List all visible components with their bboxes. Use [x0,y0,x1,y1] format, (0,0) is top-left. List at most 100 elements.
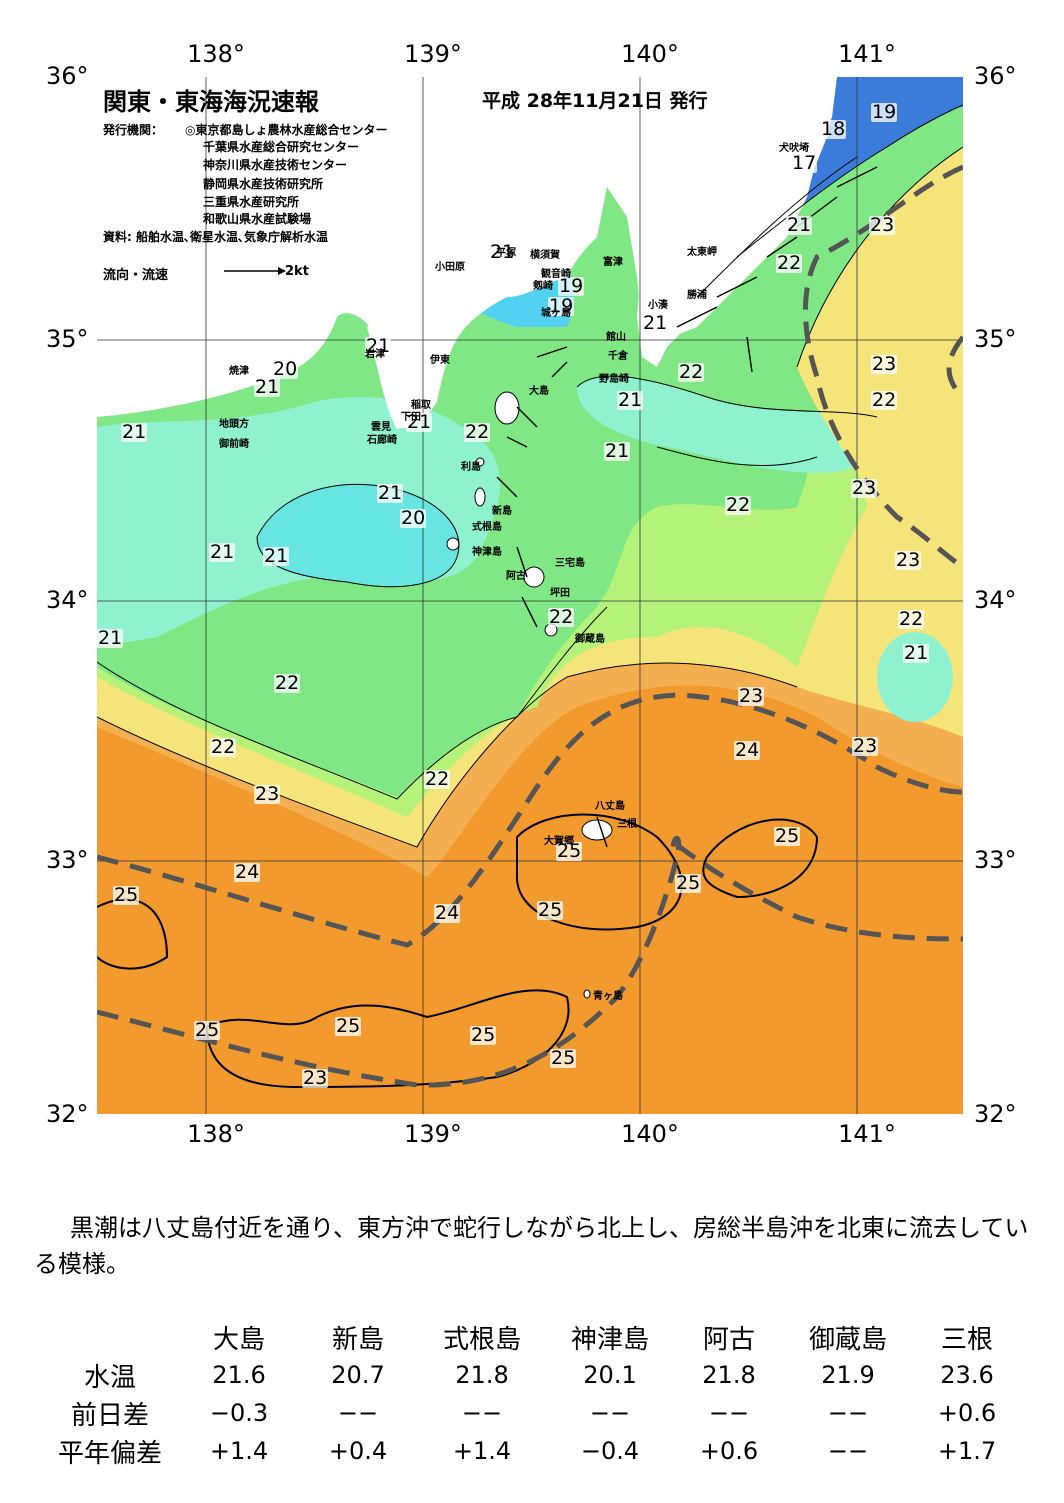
map-title: 関東・東海海況速報 [103,88,319,116]
temp-label: 22 [776,252,803,274]
temp-label: 21 [642,312,669,334]
temp-label: 21 [209,541,236,563]
temp-label: 20 [272,358,299,380]
temp-label: 21 [617,389,644,411]
table-cell: 21.9 [821,1361,875,1389]
temp-label: 25 [675,872,702,894]
table-cell: 21.8 [702,1361,756,1389]
current-legend-scale: 2kt [285,264,309,279]
table-cell: −− [827,1437,869,1465]
lat-label-right-34: 34° [974,586,1017,614]
place-name: 富津 [603,257,623,268]
agency-label: 発行機関： [103,123,164,137]
place-name: 神津島 [472,547,502,558]
lat-label-left-33: 33° [46,846,89,874]
temp-label: 22 [274,672,301,694]
table-cell: +1.4 [209,1437,269,1465]
temp-label: 22 [210,736,237,758]
place-name: 式根島 [472,522,502,533]
land-boso-peninsula [637,77,837,367]
place-name: 三根 [617,819,637,830]
station-header: 式根島 [442,1324,521,1355]
table-cell: +0.6 [699,1437,759,1465]
temp-label: 23 [851,477,878,499]
table-cell: −− [461,1399,503,1427]
table-row: 平年偏差 +1.4 +0.4 +1.4 −0.4 +0.6 −− +1.7 [40,1432,1022,1470]
sea-21-zone-east [577,376,880,473]
place-name: 新島 [492,506,512,517]
isotherm-lines [97,104,963,848]
lon-label-bottom-139: 139° [404,1120,462,1148]
station-header: 大島 [212,1324,265,1355]
table-cell: +1.7 [937,1437,997,1465]
place-name: 下田 [401,412,421,423]
agency-line: 千葉県水産総合研究センター [203,140,360,154]
temp-label: 22 [548,606,575,628]
table-cell: −− [708,1399,750,1427]
place-name: 御蔵島 [575,634,605,645]
temp-label: 23 [254,783,281,805]
temp-label: 21 [489,241,516,263]
kuroshio-axis [97,164,963,1088]
island-oshima [494,391,520,425]
island-toshima [475,457,485,467]
place-name: 剱崎 [533,281,553,292]
temp-label: 21 [121,421,148,443]
temp-label: 18 [820,118,847,140]
temp-label: 22 [871,389,898,411]
place-name: 伊東 [430,355,450,366]
place-name: 青ヶ島 [593,991,623,1002]
temp-label: 22 [424,768,451,790]
temp-label: 23 [869,214,896,236]
table-cell: 23.6 [940,1361,994,1389]
temp-label: 25 [774,825,801,847]
table-cell: 21.6 [212,1361,266,1389]
temp-label: 25 [537,899,564,921]
lon-label-bottom-138: 138° [187,1120,245,1148]
agency-line: ◎東京都島しょ農林水産総合センター [185,123,388,137]
lon-label-top-138: 138° [187,40,245,68]
table-cell: 20.7 [331,1361,385,1389]
map-svg [97,77,963,1114]
place-name: 八丈島 [595,801,625,812]
place-name: 平塚 [496,248,516,259]
lat-label-right-36: 36° [974,62,1017,90]
place-name: 大島 [529,386,549,397]
temp-label: 24 [234,861,261,883]
place-name: 三宅島 [555,558,585,569]
place-name: 勝浦 [687,290,707,301]
place-name: 千倉 [608,351,628,362]
table-cell: −− [337,1399,379,1427]
place-name: 野島崎 [599,374,629,385]
station-header-row: 大島 新島 式根島 神津島 阿古 御蔵島 三根 [40,1318,1022,1356]
table-cell: 21.8 [455,1361,509,1389]
lon-label-top-140: 140° [621,40,679,68]
lat-label-right-33: 33° [974,846,1017,874]
temp-label: 23 [738,685,765,707]
place-name: 館山 [606,332,626,343]
table-cell: −− [589,1399,631,1427]
station-header: 三根 [940,1324,993,1355]
temp-label: 21 [254,376,281,398]
island-kozushima [446,537,460,551]
current-legend-label: 流向・流速 [103,268,169,283]
row-label: 前日差 [70,1400,149,1431]
place-name: 坪田 [550,588,570,599]
temp-label: 22 [725,494,752,516]
place-name: 城ヶ島 [541,308,571,319]
row-label: 水温 [83,1362,136,1393]
temp-label: 24 [734,739,761,761]
station-header: 御蔵島 [808,1324,887,1355]
place-name: 太東岬 [687,247,717,258]
temp-label: 25 [335,1015,362,1037]
island-miyakejima [523,566,545,588]
temp-label: 21 [97,627,124,649]
agency-line: 神奈川県水産技術センター [203,158,348,172]
lon-label-bottom-141: 141° [838,1120,896,1148]
table-cell: +1.4 [452,1437,512,1465]
place-name: 焼津 [229,366,249,377]
agency-line: 和歌山県水産試験場 [203,212,312,226]
summary-text: 黒潮は八丈島付近を通り、東方沖で蛇行しながら北上し、房総半島沖を北東に流去してい… [34,1214,1029,1278]
temp-label: 21 [786,214,813,236]
table-cell: +0.6 [937,1399,997,1427]
